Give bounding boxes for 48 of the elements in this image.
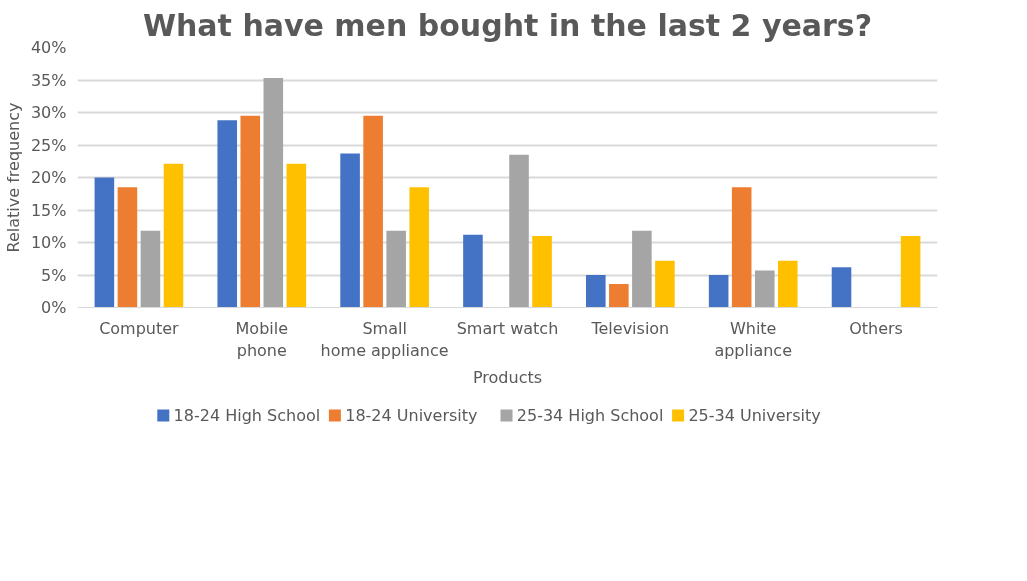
bar — [900, 236, 921, 308]
legend-label: 18-24 High School — [173, 406, 321, 425]
x-tick-label: Small home appliance — [320, 318, 449, 361]
bar — [217, 120, 238, 308]
y-tick-label: 0% — [41, 298, 67, 317]
y-tick-label: 10% — [30, 233, 67, 252]
bar — [609, 284, 629, 308]
bar — [263, 78, 284, 308]
y-tick-label: 25% — [30, 135, 67, 155]
legend-label: 25-34 University — [688, 406, 821, 425]
bar — [463, 234, 483, 308]
x-axis-title: Products — [472, 368, 543, 388]
x-tick-label: Smart watch — [456, 318, 559, 338]
y-tick-label: 40% — [30, 38, 67, 57]
y-tick-label: 20% — [30, 168, 67, 187]
bar — [586, 275, 606, 308]
bar — [140, 230, 161, 308]
legend-label: 18-24 University — [345, 406, 478, 425]
bar — [632, 230, 652, 308]
bar — [831, 267, 852, 308]
y-tick-label: 35% — [30, 70, 67, 90]
chart-title: What have men bought in the last 2 years? — [142, 7, 873, 43]
x-tick-label: Television — [590, 318, 670, 338]
x-tick-label: Computer — [99, 318, 180, 338]
legend-label: 25-34 High School — [516, 406, 664, 425]
bar — [94, 177, 115, 308]
bar — [731, 187, 752, 308]
x-tick-label: Mobile phone — [235, 318, 289, 361]
y-tick-label: 30% — [30, 103, 67, 122]
bar — [117, 187, 138, 308]
y-axis-title: Relative frequency — [3, 102, 23, 253]
bar — [340, 153, 360, 308]
bar — [386, 230, 406, 308]
y-tick-label: 5% — [41, 265, 67, 285]
y-tick-label: 15% — [30, 200, 67, 220]
bar — [754, 270, 775, 308]
bar — [163, 163, 184, 308]
bar — [286, 163, 307, 308]
x-tick-label: Others — [849, 318, 903, 338]
bar — [409, 187, 429, 308]
bar — [655, 260, 675, 308]
x-tick-label: White appliance — [714, 318, 793, 361]
bar — [240, 115, 261, 308]
bar — [708, 275, 729, 308]
bar — [532, 236, 552, 308]
bar — [363, 115, 383, 308]
bar — [777, 260, 798, 308]
bar — [509, 154, 529, 308]
